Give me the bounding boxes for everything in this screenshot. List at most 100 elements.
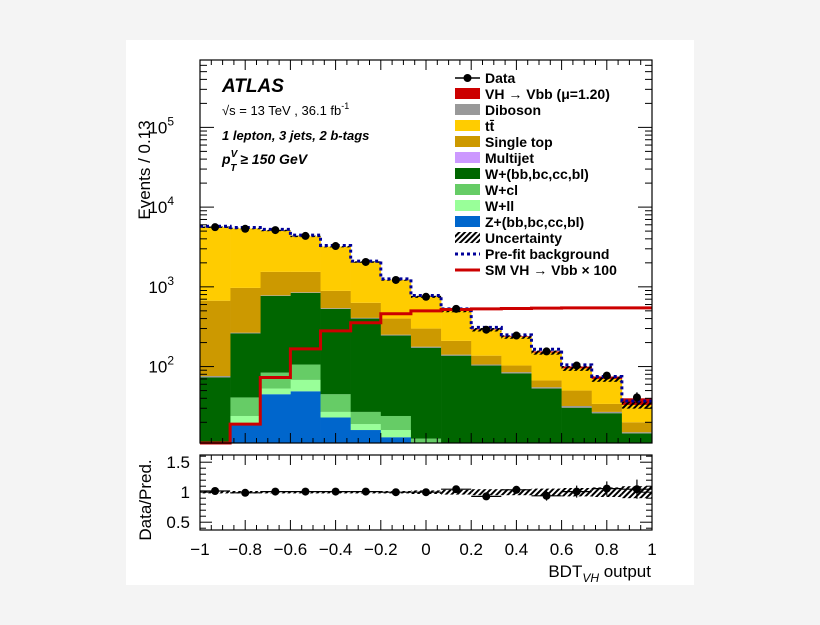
x-tick-label: 0.8 (595, 540, 619, 559)
stack-bar-wcl (230, 397, 261, 416)
ratio-data-point (211, 487, 220, 495)
legend-swatch-signal (455, 88, 480, 99)
stack-bar-diboson (410, 346, 442, 348)
legend-label-smvh: SM VH → Vbb × 100 (485, 262, 617, 278)
ratio-data-point (271, 487, 280, 496)
stack-bar-wcl (350, 411, 382, 425)
data-point (241, 224, 250, 233)
legend-label-diboson: Diboson (485, 102, 541, 118)
stack-bar-ttbar (441, 310, 472, 341)
stack-bar-singletop (380, 318, 412, 335)
stack-bar-ttbar (531, 352, 562, 381)
stack-bar-singletop (621, 422, 653, 433)
stack-bar-whf (260, 295, 291, 373)
stack-bar-wll (230, 415, 261, 425)
stack-bar-ttbar (230, 228, 261, 288)
stack-bar-whf (320, 308, 351, 395)
data-point (271, 226, 280, 235)
stack-bar-wcl (320, 394, 351, 412)
stack-bar-whf (410, 347, 442, 439)
stack-bar-zhf (350, 430, 382, 443)
data-point (542, 347, 551, 356)
ratio-y-axis-title: Data/Pred. (136, 459, 155, 540)
legend-label-singletop: Single top (485, 134, 553, 150)
stack-bar-ttbar (260, 230, 291, 272)
ratio-data-point (422, 488, 430, 497)
legend-label-zhf: Z+(bb,bc,cc,bl) (485, 214, 584, 230)
stack-bar-singletop (200, 300, 231, 377)
stack-bar-ttbar (501, 336, 532, 366)
uncertainty-band (621, 401, 652, 409)
data-point (331, 242, 340, 251)
stack-bar-whf (621, 433, 653, 443)
ratio-plot: 0.5 1 1.5 −1 −0.8 −0.6 −0.4 −0.2 0 0.2 0.4 0.6 0.8 1 (166, 453, 656, 559)
stack-bar-singletop (501, 365, 532, 373)
legend-label-unc: Uncertainty (485, 230, 562, 246)
ratio-data-point (361, 487, 370, 496)
stack-bar-ttbar (561, 368, 593, 391)
ratio-y-tick-label: 1 (181, 483, 190, 502)
x-tick-label: 0 (421, 540, 430, 559)
stack-bar-singletop (441, 340, 472, 355)
stack-bar-wcl (290, 364, 321, 380)
legend-swatch-multijet (455, 152, 480, 163)
ratio-data-point (512, 485, 521, 494)
y-tick-label: 103 (148, 274, 174, 297)
stack-bar-diboson (260, 295, 291, 296)
stack-bar-singletop (410, 328, 442, 347)
stack-bar-whf (501, 373, 532, 443)
stack-bar-wll (290, 379, 321, 392)
legend-label-whf: W+(bb,bc,cc,bl) (485, 166, 589, 182)
stack-bar-wll (260, 388, 291, 395)
stack-bar-singletop (471, 355, 502, 365)
y-tick-label: 105 (148, 114, 174, 137)
x-tick-label: 0.4 (505, 540, 529, 559)
x-tick-label: −0.8 (228, 540, 262, 559)
stack-bar-singletop (290, 271, 321, 293)
selection-label: 1 lepton, 3 jets, 2 b-tags (222, 128, 369, 143)
stack-bar-whf (350, 318, 382, 412)
stack-bar-ttbar (380, 279, 412, 319)
data-point (512, 331, 521, 340)
stack-bar-whf (471, 365, 502, 443)
y-tick-label: 102 (148, 354, 174, 377)
legend-swatch-diboson (455, 104, 480, 115)
ratio-y-tick-label: 1.5 (166, 453, 190, 472)
legend-label-wcl: W+cl (485, 182, 518, 198)
stack-bar-diboson (591, 411, 623, 414)
stack-bar-ttbar (621, 404, 653, 423)
x-tick-label: −0.2 (364, 540, 398, 559)
legend-label-multijet: Multijet (485, 150, 534, 166)
stack-bar-singletop (591, 403, 623, 412)
stack-bar-wcl (260, 372, 291, 389)
stack-bar-wll (350, 424, 382, 431)
legend-label-ttbar: tt̄ (485, 118, 495, 134)
stack-bar-ttbar (320, 246, 351, 291)
ratio-uncertainty-band (471, 489, 502, 496)
stack-bar-singletop (230, 287, 261, 333)
stack-bar-wcl (380, 415, 412, 431)
stack-bar-zhf (260, 394, 291, 443)
stack-bar-diboson (471, 364, 502, 366)
y-axis-title: Events / 0.13 (135, 120, 154, 219)
x-tick-label: 0.6 (550, 540, 574, 559)
data-point (422, 292, 430, 301)
stack-bar-diboson (290, 292, 321, 293)
legend-label-signal: VH → Vbb (μ=1.20) (485, 86, 610, 102)
x-tick-label: −0.6 (274, 540, 308, 559)
stack-bar-singletop (350, 302, 382, 318)
data-point (452, 304, 461, 313)
ratio-data-point (542, 491, 551, 500)
data-point (391, 275, 400, 284)
legend-swatch-singletop (455, 136, 480, 147)
sm-vh-x100-line (200, 306, 652, 445)
ratio-data-point (391, 488, 400, 497)
ratio-data-point (452, 485, 461, 494)
stack-bar-diboson (441, 354, 472, 356)
stack-bar-zhf (380, 437, 412, 443)
stack-bar-whf (531, 388, 562, 443)
data-point (602, 371, 611, 380)
x-tick-label: 0.2 (459, 540, 483, 559)
